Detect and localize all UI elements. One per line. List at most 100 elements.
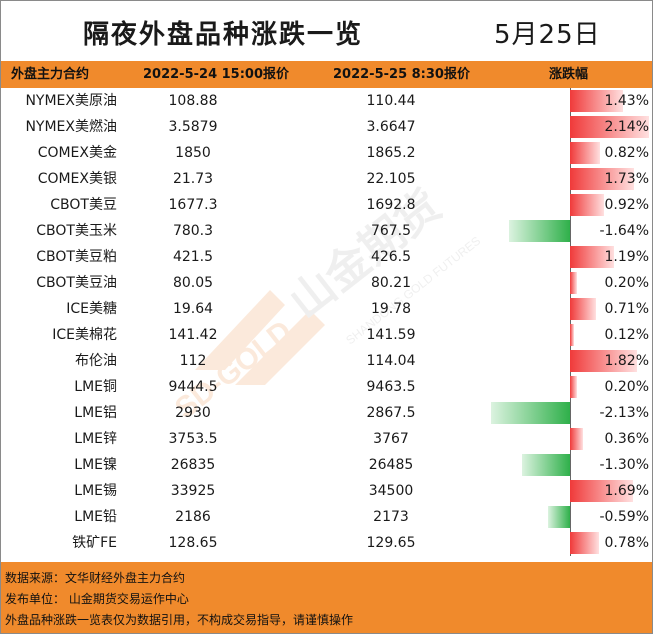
title-row: 隔夜外盘品种涨跌一览 5月25日 — [1, 1, 652, 61]
change-value: 0.92% — [604, 197, 649, 213]
table-row: LME铜 9444.5 9463.5 0.20% — [1, 374, 652, 400]
change-value: -2.13% — [599, 405, 649, 421]
contract-name: NYMEX美原油 — [25, 93, 117, 109]
table-row: COMEX美金 1850 1865.2 0.82% — [1, 140, 652, 166]
change-value: 0.82% — [604, 145, 649, 161]
table-row: CBOT美豆油 80.05 80.21 0.20% — [1, 270, 652, 296]
price-now: 34500 — [368, 483, 414, 499]
table-row: LME镍 26835 26485 -1.30% — [1, 452, 652, 478]
price-prev: 141.42 — [168, 327, 218, 343]
report-date: 5月25日 — [494, 20, 601, 50]
price-now: 26485 — [368, 457, 414, 473]
header-contract: 外盘主力合约 — [11, 67, 90, 82]
price-prev: 33925 — [170, 483, 216, 499]
change-bar-up — [570, 428, 584, 450]
change-value: 1.43% — [604, 93, 649, 109]
change-value: 0.20% — [604, 275, 649, 291]
table-row: NYMEX美燃油 3.5879 3.6647 2.14% — [1, 114, 652, 140]
change-bar-up — [570, 142, 601, 164]
price-prev: 421.5 — [172, 249, 214, 265]
change-bar-up — [570, 90, 623, 112]
contract-name: LME铜 — [74, 379, 117, 395]
price-prev: 19.64 — [172, 301, 214, 317]
price-now: 110.44 — [366, 93, 416, 109]
table-row: CBOT美豆粕 421.5 426.5 1.19% — [1, 244, 652, 270]
change-value: 0.12% — [604, 327, 649, 343]
price-prev: 3.5879 — [168, 119, 218, 135]
price-now: 767.5 — [370, 223, 412, 239]
table-row: 铁矿FE 128.65 129.65 0.78% — [1, 530, 652, 556]
change-bar-up — [570, 480, 633, 502]
page-title: 隔夜外盘品种涨跌一览 — [83, 20, 364, 50]
table-row: ICE美糖 19.64 19.78 0.71% — [1, 296, 652, 322]
price-now: 1865.2 — [366, 145, 416, 161]
footer: 数据来源：文华财经外盘主力合约 发布单位： 山金期货交易运作中心 外盘品种涨跌一… — [1, 562, 652, 633]
contract-name: LME铅 — [74, 509, 117, 525]
change-bar-up — [570, 350, 638, 372]
change-bar-up — [570, 168, 634, 190]
contract-name: LME锡 — [74, 483, 117, 499]
contract-name: CBOT美豆 — [50, 197, 117, 213]
price-now: 3767 — [373, 431, 409, 447]
price-prev: 780.3 — [172, 223, 214, 239]
change-bar-down — [548, 506, 570, 528]
footer-disclaimer: 外盘品种涨跌一览表仅为数据引用，不构成交易指导，请谨慎操作 — [5, 613, 354, 627]
change-bar-up — [570, 246, 615, 268]
price-now: 114.04 — [366, 353, 416, 369]
price-prev: 80.05 — [172, 275, 214, 291]
header-price2: 2022-5-25 8:30报价 — [333, 67, 470, 82]
price-prev: 2930 — [175, 405, 211, 421]
table-row: LME锌 3753.5 3767 0.36% — [1, 426, 652, 452]
price-now: 2867.5 — [366, 405, 416, 421]
price-now: 22.105 — [366, 171, 416, 187]
change-bar-up — [570, 376, 578, 398]
price-now: 9463.5 — [366, 379, 416, 395]
contract-name: LME锌 — [74, 431, 117, 447]
contract-name: COMEX美银 — [37, 171, 117, 187]
price-prev: 1677.3 — [168, 197, 218, 213]
footer-source: 数据来源：文华财经外盘主力合约 — [5, 571, 186, 585]
contract-name: COMEX美金 — [37, 145, 117, 161]
change-value: 1.19% — [604, 249, 649, 265]
contract-name: CBOT美玉米 — [36, 223, 117, 239]
change-value: 2.14% — [604, 119, 649, 135]
table-row: 布伦油 112 114.04 1.82% — [1, 348, 652, 374]
table-row: LME铝 2930 2867.5 -2.13% — [1, 400, 652, 426]
change-value: 0.36% — [604, 431, 649, 447]
price-now: 19.78 — [370, 301, 412, 317]
change-bar-down — [509, 220, 570, 242]
price-now: 141.59 — [366, 327, 416, 343]
change-value: -1.30% — [599, 457, 649, 473]
change-bar-up — [570, 298, 597, 320]
price-now: 3.6647 — [366, 119, 416, 135]
change-value: 0.20% — [604, 379, 649, 395]
change-value: 1.73% — [604, 171, 649, 187]
header-change: 涨跌幅 — [549, 67, 589, 82]
change-value: 0.78% — [604, 535, 649, 551]
price-now: 1692.8 — [366, 197, 416, 213]
header-price1: 2022-5-24 15:00报价 — [143, 67, 290, 82]
contract-name: 铁矿FE — [72, 535, 117, 551]
contract-name: NYMEX美燃油 — [25, 119, 117, 135]
price-prev: 26835 — [170, 457, 216, 473]
contract-name: 布伦油 — [75, 353, 117, 369]
change-bar-up — [570, 194, 605, 216]
price-prev: 128.65 — [168, 535, 218, 551]
change-bar-down — [521, 454, 570, 476]
contract-name: ICE美棉花 — [52, 327, 117, 343]
footer-publisher: 发布单位： 山金期货交易运作中心 — [5, 592, 189, 606]
price-prev: 3753.5 — [168, 431, 218, 447]
table-row: CBOT美豆 1677.3 1692.8 0.92% — [1, 192, 652, 218]
change-value: 0.71% — [604, 301, 649, 317]
table-row: ICE美棉花 141.42 141.59 0.12% — [1, 322, 652, 348]
change-axis — [570, 88, 571, 556]
table-row: LME铅 2186 2173 -0.59% — [1, 504, 652, 530]
price-now: 2173 — [373, 509, 409, 525]
price-prev: 1850 — [175, 145, 211, 161]
table-header: 外盘主力合约 2022-5-24 15:00报价 2022-5-25 8:30报… — [1, 61, 652, 88]
change-value: -1.64% — [599, 223, 649, 239]
price-prev: 112 — [179, 353, 207, 369]
price-prev: 21.73 — [172, 171, 214, 187]
change-value: -0.59% — [599, 509, 649, 525]
price-prev: 2186 — [175, 509, 211, 525]
